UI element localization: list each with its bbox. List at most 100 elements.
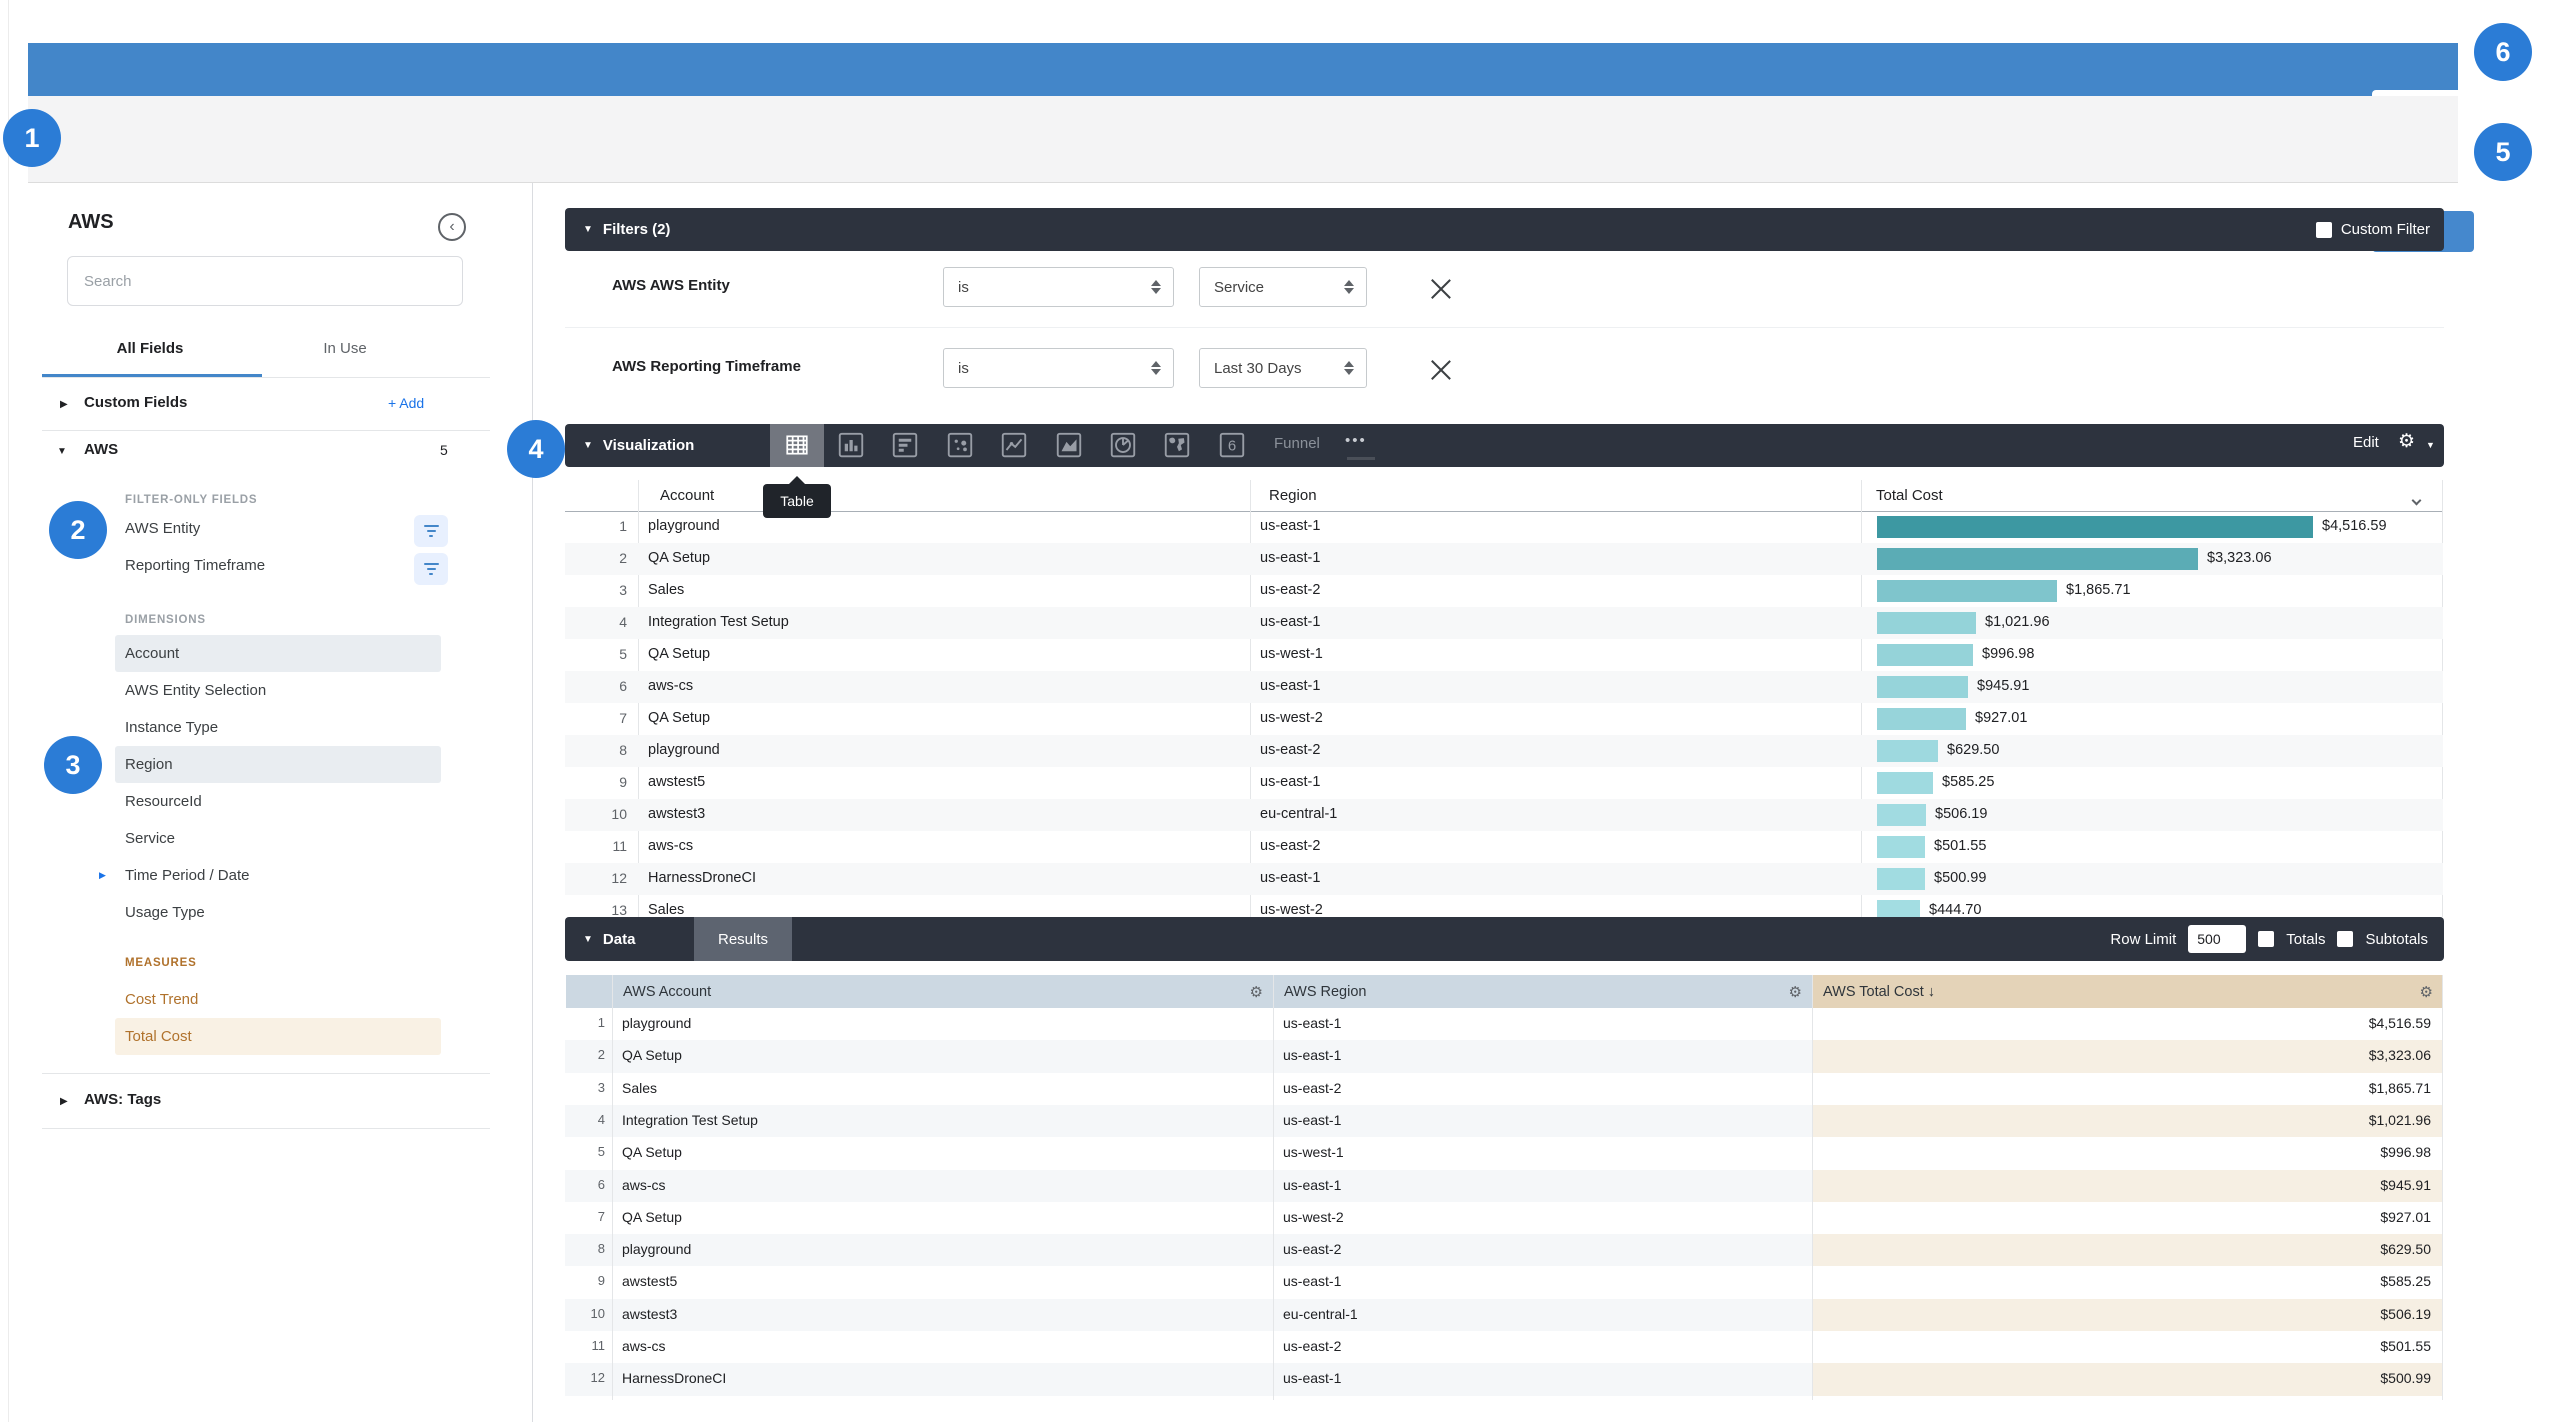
row-limit-input[interactable] (2188, 925, 2247, 953)
expand-arrow-icon[interactable]: ▶ (60, 1096, 68, 1107)
custom-fields-group[interactable]: Custom Fields (84, 394, 188, 411)
data-table-row[interactable]: 4 Integration Test Setup us-east-1 $1,021.9… (565, 1104, 2443, 1138)
data-column-aws-region[interactable]: AWS Region ⚙ (1273, 975, 1812, 1008)
viz-column-account[interactable]: Account (660, 487, 715, 504)
sidebar-field-usage-type[interactable]: Usage Type (115, 894, 441, 931)
remove-filter-icon[interactable] (1430, 276, 1452, 298)
viz-table-row[interactable]: 3 Sales us-east-2 $1,865.71 (565, 575, 2443, 607)
column-menu-chevron-icon[interactable] (2411, 491, 2422, 509)
collapse-arrow-icon[interactable]: ▼ (57, 446, 67, 457)
sidebar-field-service[interactable]: Service (115, 820, 441, 857)
viz-table-row[interactable]: 13 Sales us-west-2 $444.70 (565, 895, 2443, 917)
sidebar-field-instance-type[interactable]: Instance Type (115, 709, 441, 746)
sidebar-field-time-period-date[interactable]: ▶ Time Period / Date (99, 857, 441, 894)
sidebar-field-resourceid[interactable]: ResourceId (115, 783, 441, 820)
viz-edit-button[interactable]: Edit (2353, 434, 2379, 451)
gear-icon[interactable]: ⚙ (2398, 431, 2416, 452)
viz-table-row[interactable]: 8 playground us-east-2 $629.50 (565, 735, 2443, 767)
custom-filter-checkbox[interactable] (2315, 221, 2332, 238)
viz-type-area-chart-icon[interactable] (1054, 430, 1084, 460)
add-custom-field-button[interactable]: + Add (388, 395, 425, 411)
data-table-row[interactable]: 10 awstest3 eu-central-1 $506.19 (565, 1298, 2443, 1331)
expand-arrow-icon[interactable]: ▶ (60, 399, 68, 410)
gear-icon[interactable]: ⚙ (1788, 983, 1802, 1001)
gear-icon[interactable]: ⚙ (1249, 983, 1263, 1001)
sidebar-field-account[interactable]: Account (115, 635, 441, 672)
viz-type-line-chart-icon[interactable] (999, 430, 1029, 460)
field-aws-entity[interactable]: AWS Entity (125, 520, 201, 537)
sidebar-field-total-cost[interactable]: Total Cost (115, 1018, 441, 1055)
tab-results[interactable]: Results (694, 917, 792, 961)
viz-table-row[interactable]: 9 awstest5 us-east-1 $585.25 (565, 767, 2443, 799)
custom-filter-toggle[interactable]: Custom Filter (2315, 221, 2430, 238)
data-table-row[interactable]: 11 aws-cs us-east-2 $501.55 (565, 1331, 2443, 1364)
viz-column-region[interactable]: Region (1269, 487, 1317, 504)
gear-icon[interactable]: ⚙ (2419, 983, 2433, 1001)
total-cost-data-bar (1877, 708, 1966, 730)
data-table-row[interactable]: 5 QA Setup us-west-1 $996.98 (565, 1137, 2443, 1170)
account-cell: awstest3 (622, 1305, 678, 1322)
data-table-row[interactable]: 7 QA Setup us-west-2 $927.01 (565, 1201, 2443, 1235)
data-column-aws-account[interactable]: AWS Account ⚙ (612, 975, 1273, 1008)
filters-section-header[interactable]: ▼ Filters (2) Custom Filter (565, 208, 2444, 251)
region-cell: us-east-2 (1260, 838, 1321, 854)
row-bg (565, 1395, 1812, 1400)
row-number: 4 (619, 614, 627, 630)
field-label: ResourceId (125, 793, 202, 810)
data-table-row[interactable]: 12 HarnessDroneCI us-east-1 $500.99 (565, 1363, 2443, 1396)
filter-value-select[interactable]: Last 30 Days (1199, 348, 1367, 388)
more-viz-types-icon[interactable]: ••• (1345, 432, 1367, 449)
annotation-badge-2: 2 (49, 501, 107, 559)
data-section-header[interactable]: ▼ Data Results Row Limit Totals Subtotal… (565, 917, 2444, 961)
viz-type-funnel[interactable]: Funnel (1274, 435, 1320, 452)
data-table-row[interactable]: 1 playground us-east-1 $4,516.59 (565, 1008, 2443, 1041)
viz-table-row[interactable]: 7 QA Setup us-west-2 $927.01 (565, 703, 2443, 735)
data-table-row[interactable]: 8 playground us-east-2 $629.50 (565, 1234, 2443, 1267)
viz-type-pie-chart-icon[interactable] (1108, 430, 1138, 460)
data-table-row[interactable]: 6 aws-cs us-east-1 $945.91 (565, 1169, 2443, 1202)
filter-operator-select[interactable]: is (943, 348, 1174, 388)
viz-type-column-chart-icon[interactable] (836, 430, 866, 460)
viz-type-bar-chart-icon[interactable] (890, 430, 920, 460)
data-table-row[interactable]: 3 Sales us-east-2 $1,865.71 (565, 1072, 2443, 1105)
viz-table-row[interactable]: 12 HarnessDroneCI us-east-1 $500.99 (565, 863, 2443, 895)
data-column-aws-total-cost-sorted[interactable]: AWS Total Cost ↓ ⚙ (1812, 975, 2443, 1008)
visualization-section-header[interactable]: ▼ Visualization (565, 424, 2444, 467)
filter-icon[interactable] (414, 515, 448, 547)
cost-cell-bg (1812, 1298, 2443, 1331)
subtotals-checkbox[interactable] (2337, 931, 2354, 947)
viz-type-scatter-chart-icon[interactable] (945, 430, 975, 460)
divider (565, 327, 2444, 328)
filter-operator-select[interactable]: is (943, 267, 1174, 307)
expand-arrow-icon[interactable]: ▶ (99, 870, 106, 880)
search-input[interactable] (67, 256, 463, 306)
sidebar-field-region[interactable]: Region (115, 746, 441, 783)
sidebar-field-cost-trend[interactable]: Cost Trend (115, 981, 441, 1018)
viz-table-row[interactable]: 2 QA Setup us-east-1 $3,323.06 (565, 543, 2443, 575)
aws-group-label[interactable]: AWS (84, 441, 119, 458)
viz-type-single-value-icon[interactable]: 6 (1217, 430, 1247, 460)
field-reporting-timeframe[interactable]: Reporting Timeframe (125, 557, 266, 574)
filter-value-select[interactable]: Service (1199, 267, 1367, 307)
viz-type-table-active[interactable] (770, 424, 824, 467)
data-table-row[interactable]: 2 QA Setup us-east-1 $3,323.06 (565, 1040, 2443, 1073)
data-table-row[interactable]: 9 awstest5 us-east-1 $585.25 (565, 1266, 2443, 1299)
viz-type-map-chart-icon[interactable] (1162, 430, 1192, 460)
filter-icon[interactable] (414, 553, 448, 585)
viz-table-row[interactable]: 5 QA Setup us-west-1 $996.98 (565, 639, 2443, 671)
totals-checkbox[interactable] (2258, 931, 2275, 947)
tab-in-use[interactable]: In Use (323, 340, 367, 357)
aws-group-count: 5 (440, 442, 448, 458)
viz-table-row[interactable]: 11 aws-cs us-east-2 $501.55 (565, 831, 2443, 863)
aws-tags-group[interactable]: AWS: Tags (84, 1091, 162, 1108)
sidebar-collapse-button[interactable]: ‹ (438, 213, 466, 241)
sidebar-field-aws-entity-selection[interactable]: AWS Entity Selection (115, 672, 441, 709)
viz-table-row[interactable]: 10 awstest3 eu-central-1 $506.19 (565, 799, 2443, 831)
remove-filter-icon[interactable] (1430, 357, 1452, 379)
viz-table-row[interactable]: 4 Integration Test Setup us-east-1 $1,021.9… (565, 607, 2443, 639)
viz-table-row[interactable]: 1 playground us-east-1 $4,516.59 (565, 511, 2443, 543)
viz-table-row[interactable]: 6 aws-cs us-east-1 $945.91 (565, 671, 2443, 703)
tab-all-fields[interactable]: All Fields (116, 340, 184, 357)
viz-column-total-cost[interactable]: Total Cost (1876, 487, 1943, 504)
